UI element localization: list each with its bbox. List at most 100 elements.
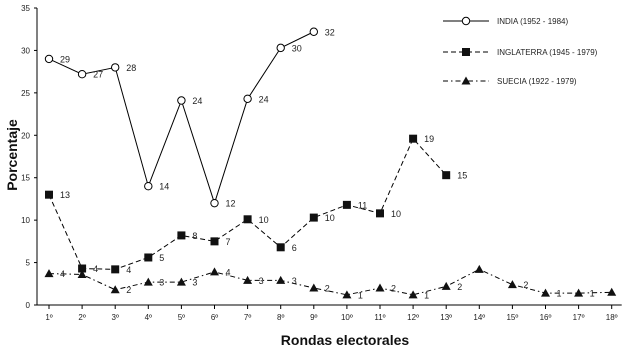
triangle-marker bbox=[77, 269, 87, 278]
square-marker bbox=[409, 134, 418, 143]
square-marker bbox=[442, 171, 451, 180]
triangle-marker bbox=[507, 280, 517, 289]
triangle-marker bbox=[574, 288, 584, 297]
triangle-marker bbox=[309, 283, 319, 292]
x-axis-title: Rondas electorales bbox=[281, 332, 410, 348]
circle-marker bbox=[144, 182, 153, 191]
data-label: 3 bbox=[159, 278, 164, 288]
data-label: 10 bbox=[325, 213, 335, 223]
x-tick-label: 16º bbox=[540, 313, 552, 322]
circle-marker bbox=[461, 16, 471, 26]
x-tick-label: 6º bbox=[211, 313, 218, 322]
legend-item-india: INDIA (1952 - 1984) bbox=[443, 16, 568, 26]
legend-item-suecia: SUECIA (1922 - 1979) bbox=[443, 76, 577, 86]
square-marker bbox=[276, 243, 285, 252]
triangle-marker bbox=[110, 285, 120, 294]
data-label: 4 bbox=[126, 265, 131, 275]
triangle-marker bbox=[342, 290, 352, 299]
x-tick-label: 7º bbox=[244, 313, 251, 322]
triangle-marker bbox=[474, 264, 484, 273]
data-label: 1 bbox=[590, 289, 595, 299]
data-label: 8 bbox=[192, 231, 197, 241]
triangle-marker bbox=[461, 76, 471, 85]
data-label: 3 bbox=[192, 278, 197, 288]
data-label: 27 bbox=[93, 70, 103, 80]
x-tick-label: 4º bbox=[145, 313, 152, 322]
triangle-marker bbox=[44, 269, 54, 278]
circle-marker bbox=[44, 54, 54, 64]
data-label: 4 bbox=[93, 264, 98, 274]
y-tick-label: 10 bbox=[21, 216, 30, 225]
triangle-marker bbox=[408, 290, 418, 299]
data-label: 12 bbox=[226, 199, 236, 209]
x-tick-label: 9º bbox=[310, 313, 317, 322]
triangle-marker bbox=[541, 288, 550, 297]
data-label: 2 bbox=[457, 282, 462, 292]
y-tick-label: 35 bbox=[21, 4, 30, 13]
series-line-india bbox=[48, 31, 315, 205]
triangle-marker bbox=[375, 283, 385, 292]
data-label: 11 bbox=[358, 200, 367, 210]
series-india: 29 27 28 14 24 12 24 30 32 bbox=[44, 27, 335, 209]
data-label: 2 bbox=[126, 285, 131, 295]
square-marker bbox=[144, 253, 153, 262]
data-label: 1 bbox=[424, 290, 429, 300]
y-tick-label: 20 bbox=[21, 131, 30, 140]
circle-marker bbox=[177, 96, 186, 105]
y-tick-label: 0 bbox=[26, 301, 31, 310]
data-label: 24 bbox=[259, 94, 269, 104]
series-inglaterra: 13 4 4 5 8 7 10 6 10 11 10 19 15 bbox=[45, 134, 467, 275]
x-tick-label: 2º bbox=[78, 313, 85, 322]
series-suecia: 4233433212122111 bbox=[44, 264, 623, 300]
data-label: 32 bbox=[325, 27, 335, 37]
x-tick-label: 17º bbox=[573, 313, 585, 322]
square-marker bbox=[45, 190, 53, 199]
data-label: 7 bbox=[226, 237, 231, 247]
data-label: 6 bbox=[292, 243, 297, 253]
series-line-suecia bbox=[48, 268, 612, 296]
square-marker bbox=[342, 200, 351, 209]
data-label: 19 bbox=[424, 134, 434, 144]
data-label: 30 bbox=[292, 43, 302, 53]
square-marker bbox=[111, 265, 120, 274]
square-marker bbox=[309, 213, 318, 222]
circle-marker bbox=[309, 27, 318, 36]
legend: INDIA (1952 - 1984) INGLATERRA (1945 - 19… bbox=[443, 16, 598, 86]
triangle-marker bbox=[243, 275, 253, 284]
data-label: 10 bbox=[259, 215, 269, 225]
x-tick-label: 11º bbox=[374, 313, 385, 322]
circle-marker bbox=[210, 198, 219, 208]
legend-item-inglaterra: INGLATERRA (1945 - 1979) bbox=[443, 48, 598, 57]
square-marker bbox=[78, 264, 87, 273]
x-tick-label: 18º bbox=[606, 313, 618, 322]
data-label: 4 bbox=[226, 267, 231, 277]
square-marker bbox=[177, 231, 186, 240]
x-tick-label: 5º bbox=[178, 313, 185, 322]
data-label: 2 bbox=[391, 284, 396, 294]
data-label: 14 bbox=[159, 182, 169, 192]
square-marker bbox=[462, 48, 470, 56]
x-tick-label: 3º bbox=[112, 313, 119, 322]
data-label: 15 bbox=[457, 171, 467, 181]
triangle-marker bbox=[176, 277, 186, 286]
data-label: 3 bbox=[259, 276, 264, 286]
data-label: 29 bbox=[60, 54, 70, 64]
y-axis-title: Porcentaje bbox=[4, 119, 20, 191]
data-label: 10 bbox=[391, 209, 401, 219]
data-label: 28 bbox=[126, 63, 136, 73]
data-label: 4 bbox=[60, 269, 65, 279]
y-tick-label: 25 bbox=[21, 89, 30, 98]
square-marker bbox=[376, 209, 384, 218]
data-label: 13 bbox=[60, 190, 70, 200]
x-tick-label: 10º bbox=[341, 313, 353, 322]
y-tick-label: 15 bbox=[21, 174, 30, 183]
square-marker bbox=[210, 237, 219, 246]
data-label: 5 bbox=[159, 253, 164, 263]
series-line-inglaterra bbox=[48, 137, 447, 270]
legend-label: SUECIA (1922 - 1979) bbox=[497, 77, 577, 86]
data-label: 24 bbox=[192, 96, 202, 106]
y-tick-label: 5 bbox=[26, 259, 31, 268]
